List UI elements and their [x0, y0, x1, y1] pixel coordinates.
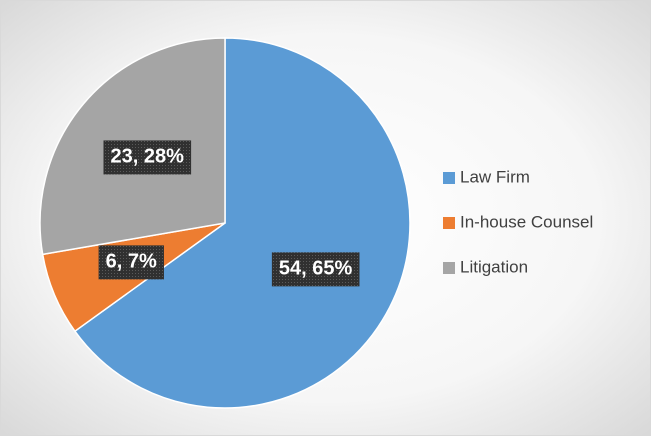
data-label: 23, 28%	[110, 146, 184, 168]
legend-swatch	[443, 262, 455, 274]
data-labels: 54, 65% 6, 7% 23, 28%	[98, 140, 360, 287]
legend-label: In-house Counsel	[460, 212, 593, 231]
pie-slice	[73, 37, 411, 409]
legend-swatch	[443, 172, 455, 184]
legend-swatch	[443, 217, 455, 229]
pie	[39, 37, 411, 409]
legend: Law Firm In-house Counsel Litigation	[443, 167, 593, 276]
legend-label: Litigation	[460, 257, 528, 276]
data-label-box	[103, 140, 192, 175]
legend-label: Law Firm	[460, 167, 530, 186]
data-label: 6, 7%	[106, 251, 157, 273]
data-label-box	[98, 245, 164, 280]
data-label: 54, 65%	[279, 258, 353, 280]
data-label-box	[271, 252, 360, 287]
